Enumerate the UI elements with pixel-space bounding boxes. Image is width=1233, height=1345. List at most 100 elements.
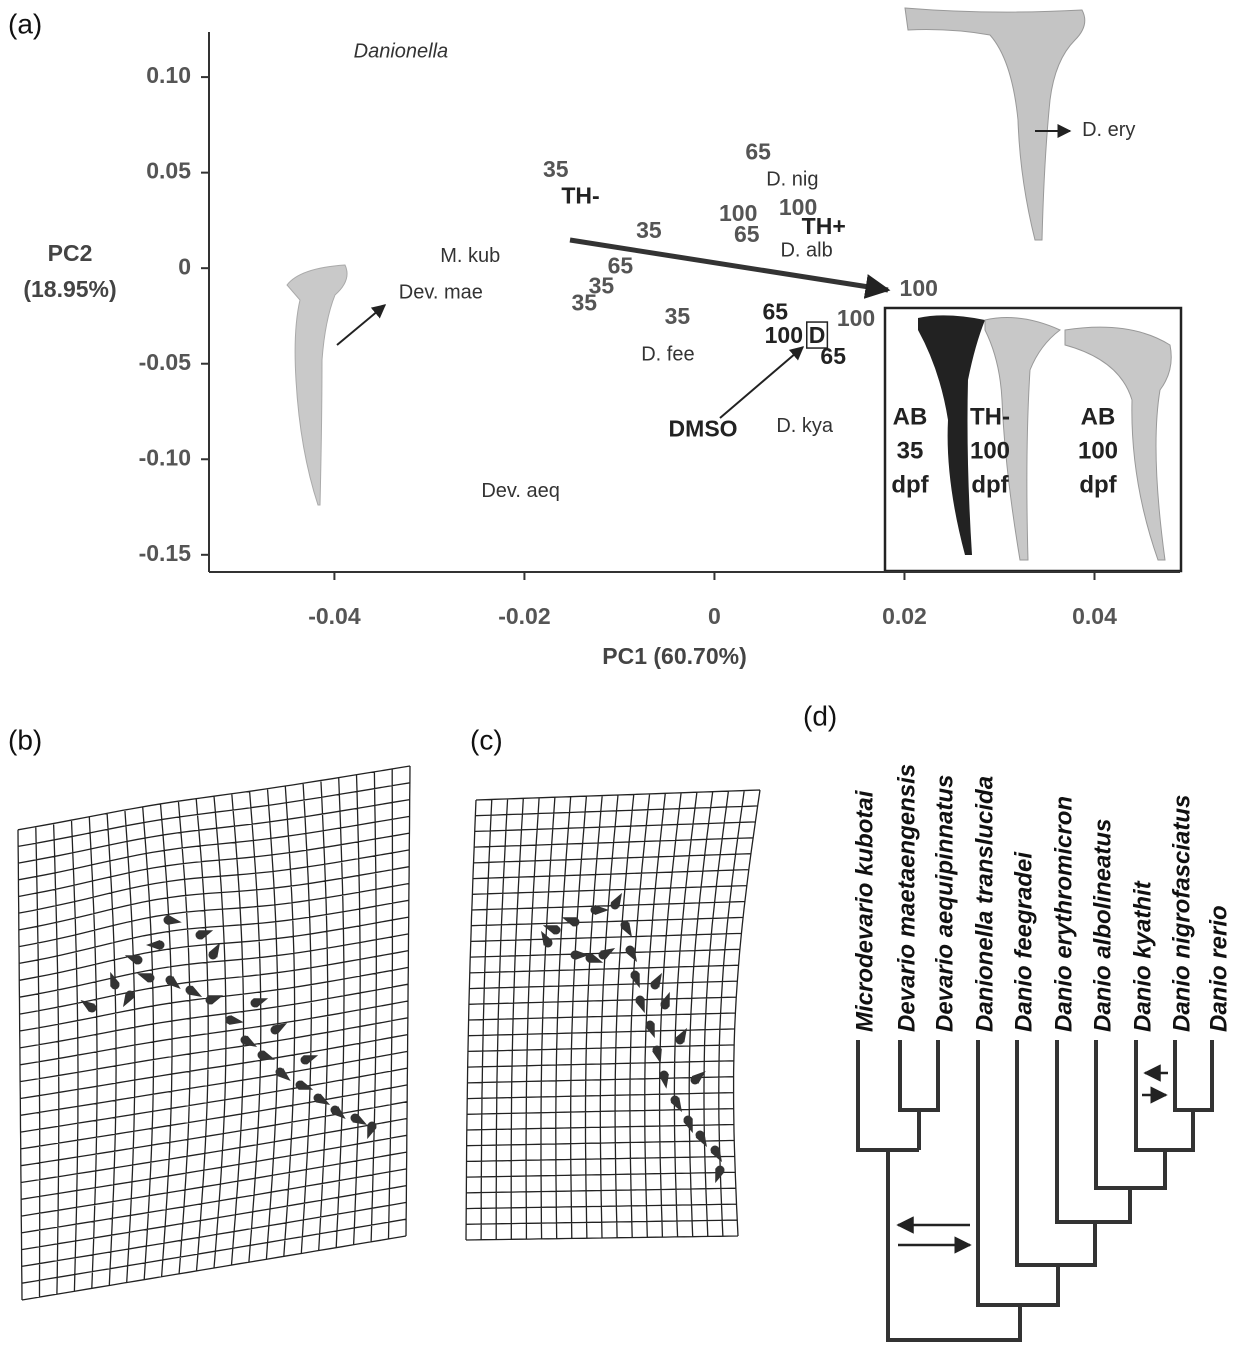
landmark [275, 1067, 285, 1077]
landmark [710, 1145, 720, 1155]
x-tick-label: 0.04 [1072, 603, 1117, 629]
landmark [87, 1003, 97, 1013]
point-label: 35 [636, 217, 662, 243]
point-label: 35 [571, 290, 597, 316]
bone-image [1064, 326, 1172, 561]
inset-label: dpf [971, 471, 1009, 498]
point-label: 35 [665, 303, 691, 329]
point-label: TH+ [802, 213, 846, 239]
point-label: 65 [762, 298, 788, 324]
landmark [330, 1105, 340, 1115]
label-box [806, 321, 829, 349]
pointer-arrow [336, 304, 387, 346]
point-label: TH- [561, 183, 599, 209]
landmark [208, 950, 218, 960]
landmark-vector [80, 999, 95, 1013]
landmark [570, 917, 580, 927]
panel-label: (b) [8, 724, 42, 755]
point-label: D [809, 322, 826, 348]
landmark [295, 1080, 305, 1090]
landmark [133, 955, 143, 965]
landmark [250, 998, 260, 1008]
landmark [145, 973, 155, 983]
pointer-arrow [719, 346, 805, 419]
species-label: Devario aequipinnatus [931, 775, 958, 1032]
x-tick-label: 0 [708, 603, 721, 629]
landmark [660, 1000, 670, 1010]
inset-label: AB [893, 403, 928, 430]
landmark [155, 940, 165, 950]
species-label: Danio kyathit [1129, 880, 1156, 1032]
landmark [590, 905, 600, 915]
point-label: 65 [745, 139, 771, 165]
panel-label: (c) [470, 724, 503, 755]
landmark [165, 975, 175, 985]
landmark [240, 1035, 250, 1045]
species-label: Danio feegradei [1010, 851, 1037, 1032]
landmark [695, 1130, 705, 1140]
landmark [185, 985, 195, 995]
species-label: Microdevario kubotai [851, 789, 878, 1032]
x-axis-label: PC1 (60.70%) [602, 643, 746, 669]
y-tick-label: -0.10 [139, 444, 191, 470]
landmark-vector [276, 1068, 291, 1081]
landmark [670, 1095, 680, 1105]
landmark [650, 980, 660, 990]
point-label: DMSO [669, 416, 738, 442]
species-label: Danio nigrofasciatus [1168, 795, 1195, 1032]
species-label: Devario maetaengensis [893, 764, 920, 1032]
deformation-grid [17, 765, 411, 1301]
landmark [625, 945, 635, 955]
landmark [683, 1115, 693, 1125]
landmark [110, 980, 120, 990]
landmark [585, 953, 595, 963]
landmark [652, 1045, 662, 1055]
point-label: 35 [589, 272, 615, 298]
y-axis-label: PC2 [48, 240, 93, 266]
inset-label: 35 [897, 437, 924, 464]
species-label: Danio rerio [1205, 905, 1232, 1032]
point-label: D. kya [776, 415, 834, 437]
deformation-grid [465, 789, 761, 1241]
landmark [715, 1165, 725, 1175]
landmark [570, 950, 580, 960]
point-label: Dev. aeq [481, 480, 560, 502]
point-label: Dev. mae [399, 281, 483, 303]
point-label: 100 [719, 200, 757, 226]
panel-label: (d) [803, 700, 837, 731]
bone-image [904, 7, 1086, 241]
point-label: 100 [837, 305, 875, 331]
y-tick-label: 0 [178, 253, 191, 279]
point-label: Danionella [354, 41, 449, 63]
landmark-vector [331, 1106, 346, 1119]
landmark [367, 1121, 377, 1131]
landmark [257, 1050, 267, 1060]
bone-image [918, 315, 985, 555]
landmark [551, 925, 561, 935]
inset-label: dpf [1079, 471, 1117, 498]
landmark [195, 930, 205, 940]
point-label: D. nig [766, 169, 818, 191]
inset-label: TH- [970, 403, 1010, 430]
landmark [300, 1055, 310, 1065]
landmark [313, 1093, 323, 1103]
species-label: Danionella translucida [971, 776, 998, 1032]
landmark [645, 1020, 655, 1030]
tree-branches [856, 1040, 1214, 1342]
landmark [620, 920, 630, 930]
species-label: Danio albolineatus [1089, 819, 1116, 1032]
landmark [205, 995, 215, 1005]
landmark [598, 950, 608, 960]
inset-label: 100 [1078, 437, 1118, 464]
y-axis-label: (18.95%) [23, 276, 116, 302]
x-tick-label: -0.02 [498, 603, 550, 629]
y-tick-label: -0.15 [139, 540, 192, 566]
y-tick-label: 0.05 [146, 158, 191, 184]
bone-image [286, 264, 348, 506]
point-label: 100 [900, 275, 938, 301]
point-label: 65 [734, 221, 760, 247]
landmark [163, 915, 173, 925]
inset-label: AB [1081, 403, 1116, 430]
trend-arrow [569, 237, 891, 299]
